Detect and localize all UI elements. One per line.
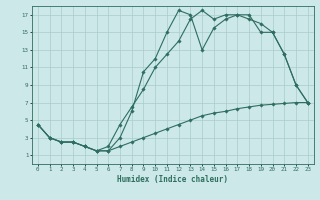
X-axis label: Humidex (Indice chaleur): Humidex (Indice chaleur): [117, 175, 228, 184]
